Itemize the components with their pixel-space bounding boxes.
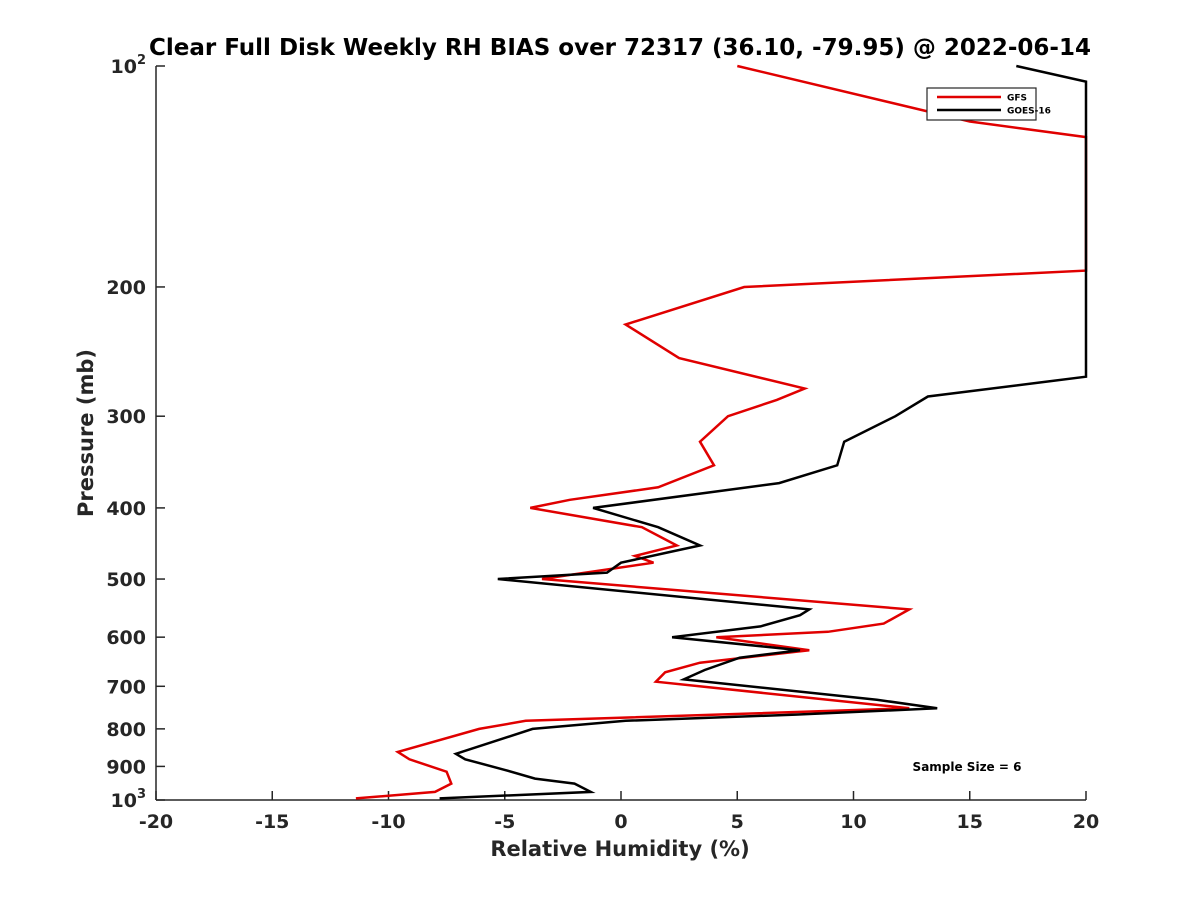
y-tick-label: 600 [106, 627, 146, 649]
legend-label: GOES-16 [1007, 107, 1051, 117]
y-axis-label: Pressure (mb) [74, 349, 98, 517]
y-tick-label: 900 [106, 756, 146, 778]
y-tick-label: 300 [106, 406, 146, 428]
series-line-gfs [355, 64, 1088, 800]
y-tick-exponent: 2 [137, 53, 146, 68]
y-tick-base: 10 [111, 56, 137, 78]
y-tick-exponent: 3 [137, 787, 146, 802]
chart-title: Clear Full Disk Weekly RH BIAS over 7231… [149, 35, 1091, 61]
y-tick-label: 103 [111, 787, 147, 812]
y-tick-label: 200 [106, 277, 146, 299]
y-tick-label: 400 [106, 498, 146, 520]
x-tick-label: -20 [139, 811, 173, 833]
x-tick-label: -15 [255, 811, 289, 833]
x-tick-label: -5 [494, 811, 515, 833]
x-tick-label: -10 [371, 811, 405, 833]
y-tick-label: 500 [106, 569, 146, 591]
x-axis-label: Relative Humidity (%) [490, 837, 749, 861]
y-tick-label: 700 [106, 676, 146, 698]
legend-label: GFS [1007, 94, 1027, 104]
series-line-goes-16 [439, 64, 1088, 800]
series-layer [355, 64, 1088, 800]
x-tick-label: 15 [957, 811, 983, 833]
legend: GFS GOES-16 [926, 87, 1051, 121]
y-tick-label: 800 [106, 719, 146, 741]
y-tick-label: 102 [111, 53, 147, 78]
y-tick-base: 10 [111, 790, 137, 812]
x-tick-label: 20 [1073, 811, 1099, 833]
axes: -20 -15 -10 -5 0 5 10 15 20102200300400500600700… [106, 53, 1099, 833]
sample-size-annotation: Sample Size = 6 [913, 760, 1022, 774]
x-tick-label: 0 [614, 811, 627, 833]
x-tick-label: 10 [840, 811, 866, 833]
legend-box [926, 87, 1037, 121]
x-tick-label: 5 [731, 811, 744, 833]
